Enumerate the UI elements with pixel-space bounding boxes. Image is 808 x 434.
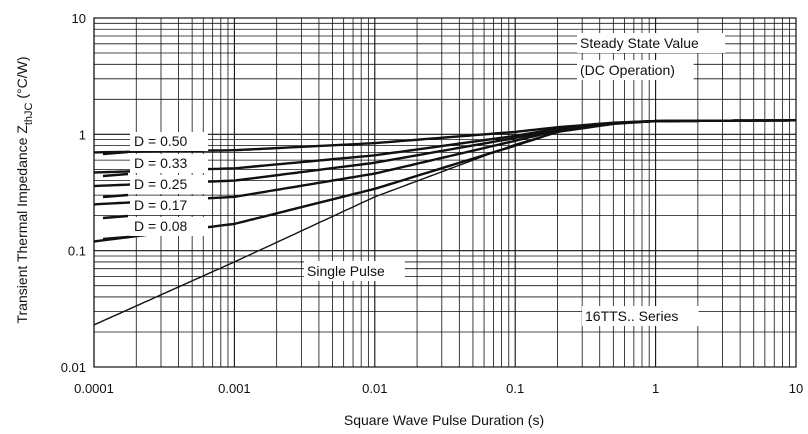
series-layer bbox=[93, 119, 796, 326]
y-axis-title-unit: (°C/W) bbox=[14, 56, 30, 98]
legend-backing bbox=[130, 217, 208, 236]
y-tick-label: 10 bbox=[72, 11, 86, 26]
x-axis-title: Square Wave Pulse Duration (s) bbox=[344, 412, 544, 428]
legend: D = 0.50 D = 0.33 D = 0.25 D = 0.17 D = 0.08 bbox=[102, 132, 208, 241]
x-tick-label: 0.1 bbox=[506, 381, 524, 396]
y-tick-label: 1 bbox=[79, 127, 86, 142]
x-tick-label: 0.001 bbox=[218, 381, 251, 396]
x-tick-label: 10 bbox=[789, 381, 803, 396]
legend-swatch bbox=[102, 214, 129, 220]
x-tick-label: 0.01 bbox=[362, 381, 387, 396]
legend-swatch bbox=[102, 235, 129, 241]
y-axis-title-subscript: thJC bbox=[23, 102, 35, 125]
legend-item-d-0-08: D = 0.08 bbox=[102, 217, 208, 241]
legend-backing bbox=[130, 154, 208, 173]
plot-frame bbox=[93, 17, 797, 368]
legend-label: D = 0.50 bbox=[134, 133, 188, 149]
annotation-16tts-series: 16TTS.. Series bbox=[582, 306, 699, 326]
legend-item-d-0-50: D = 0.50 bbox=[102, 132, 208, 156]
annotation-layer: Steady State Value (DC Operation) Single P… bbox=[304, 33, 726, 326]
legend-label: D = 0.25 bbox=[134, 176, 188, 192]
legend-backing bbox=[130, 132, 208, 151]
legend-label: D = 0.17 bbox=[134, 197, 188, 213]
annotation-backing bbox=[577, 60, 694, 80]
legend-item-d-0-17: D = 0.17 bbox=[102, 196, 208, 220]
y-tick-label: 0.01 bbox=[61, 360, 86, 375]
annotation-text: Steady State Value bbox=[580, 35, 699, 51]
annotation-backing bbox=[577, 33, 726, 53]
annotation-backing bbox=[304, 261, 405, 281]
annotation-backing bbox=[582, 306, 699, 326]
y-tick-label: 0.1 bbox=[68, 244, 86, 259]
svg-text:Transient Thermal Impedance Zt: Transient Thermal Impedance ZthJC (°C/W) bbox=[14, 56, 35, 323]
legend-swatch bbox=[102, 172, 129, 178]
series-line-single-pulse bbox=[93, 119, 796, 326]
y-axis-title: Transient Thermal Impedance ZthJC (°C/W) bbox=[14, 56, 35, 323]
legend-backing bbox=[130, 175, 208, 194]
annotation-text: (DC Operation) bbox=[580, 62, 675, 78]
y-axis-title-main: Transient Thermal Impedance Z bbox=[14, 125, 30, 324]
legend-backing bbox=[130, 196, 208, 215]
annotation-single-pulse: Single Pulse bbox=[304, 261, 405, 281]
legend-item-d-0-33: D = 0.33 bbox=[102, 154, 208, 178]
legend-swatch bbox=[102, 150, 129, 156]
x-tick-labels: 0.0001 0.001 0.01 0.1 1 10 bbox=[74, 381, 803, 396]
annotation-dc-operation: (DC Operation) bbox=[577, 60, 694, 80]
annotation-text: 16TTS.. Series bbox=[585, 308, 678, 324]
legend-label: D = 0.33 bbox=[134, 155, 188, 171]
legend-item-d-0-25: D = 0.25 bbox=[102, 175, 208, 199]
x-tick-label: 0.0001 bbox=[74, 381, 114, 396]
legend-label: D = 0.08 bbox=[134, 218, 188, 234]
annotation-text: Single Pulse bbox=[307, 263, 385, 279]
x-tick-label: 1 bbox=[652, 381, 659, 396]
y-tick-labels: 0.01 0.1 1 10 bbox=[61, 11, 86, 375]
legend-swatch bbox=[102, 193, 129, 199]
annotation-steady-state-value: Steady State Value bbox=[577, 33, 726, 53]
